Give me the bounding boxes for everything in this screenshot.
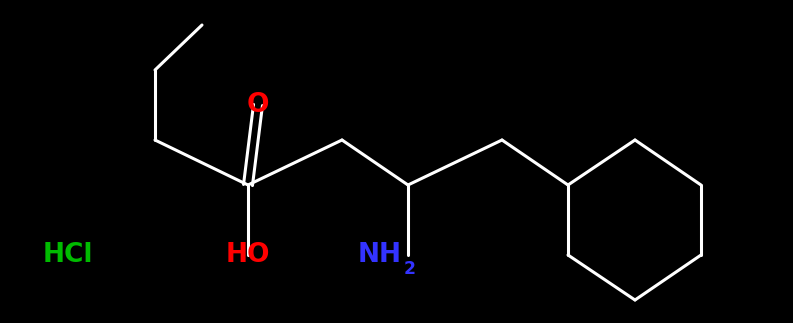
Text: HCl: HCl xyxy=(43,242,94,268)
Text: 2: 2 xyxy=(404,260,416,278)
Text: NH: NH xyxy=(358,242,402,268)
Text: HO: HO xyxy=(226,242,270,268)
Text: O: O xyxy=(247,92,270,118)
